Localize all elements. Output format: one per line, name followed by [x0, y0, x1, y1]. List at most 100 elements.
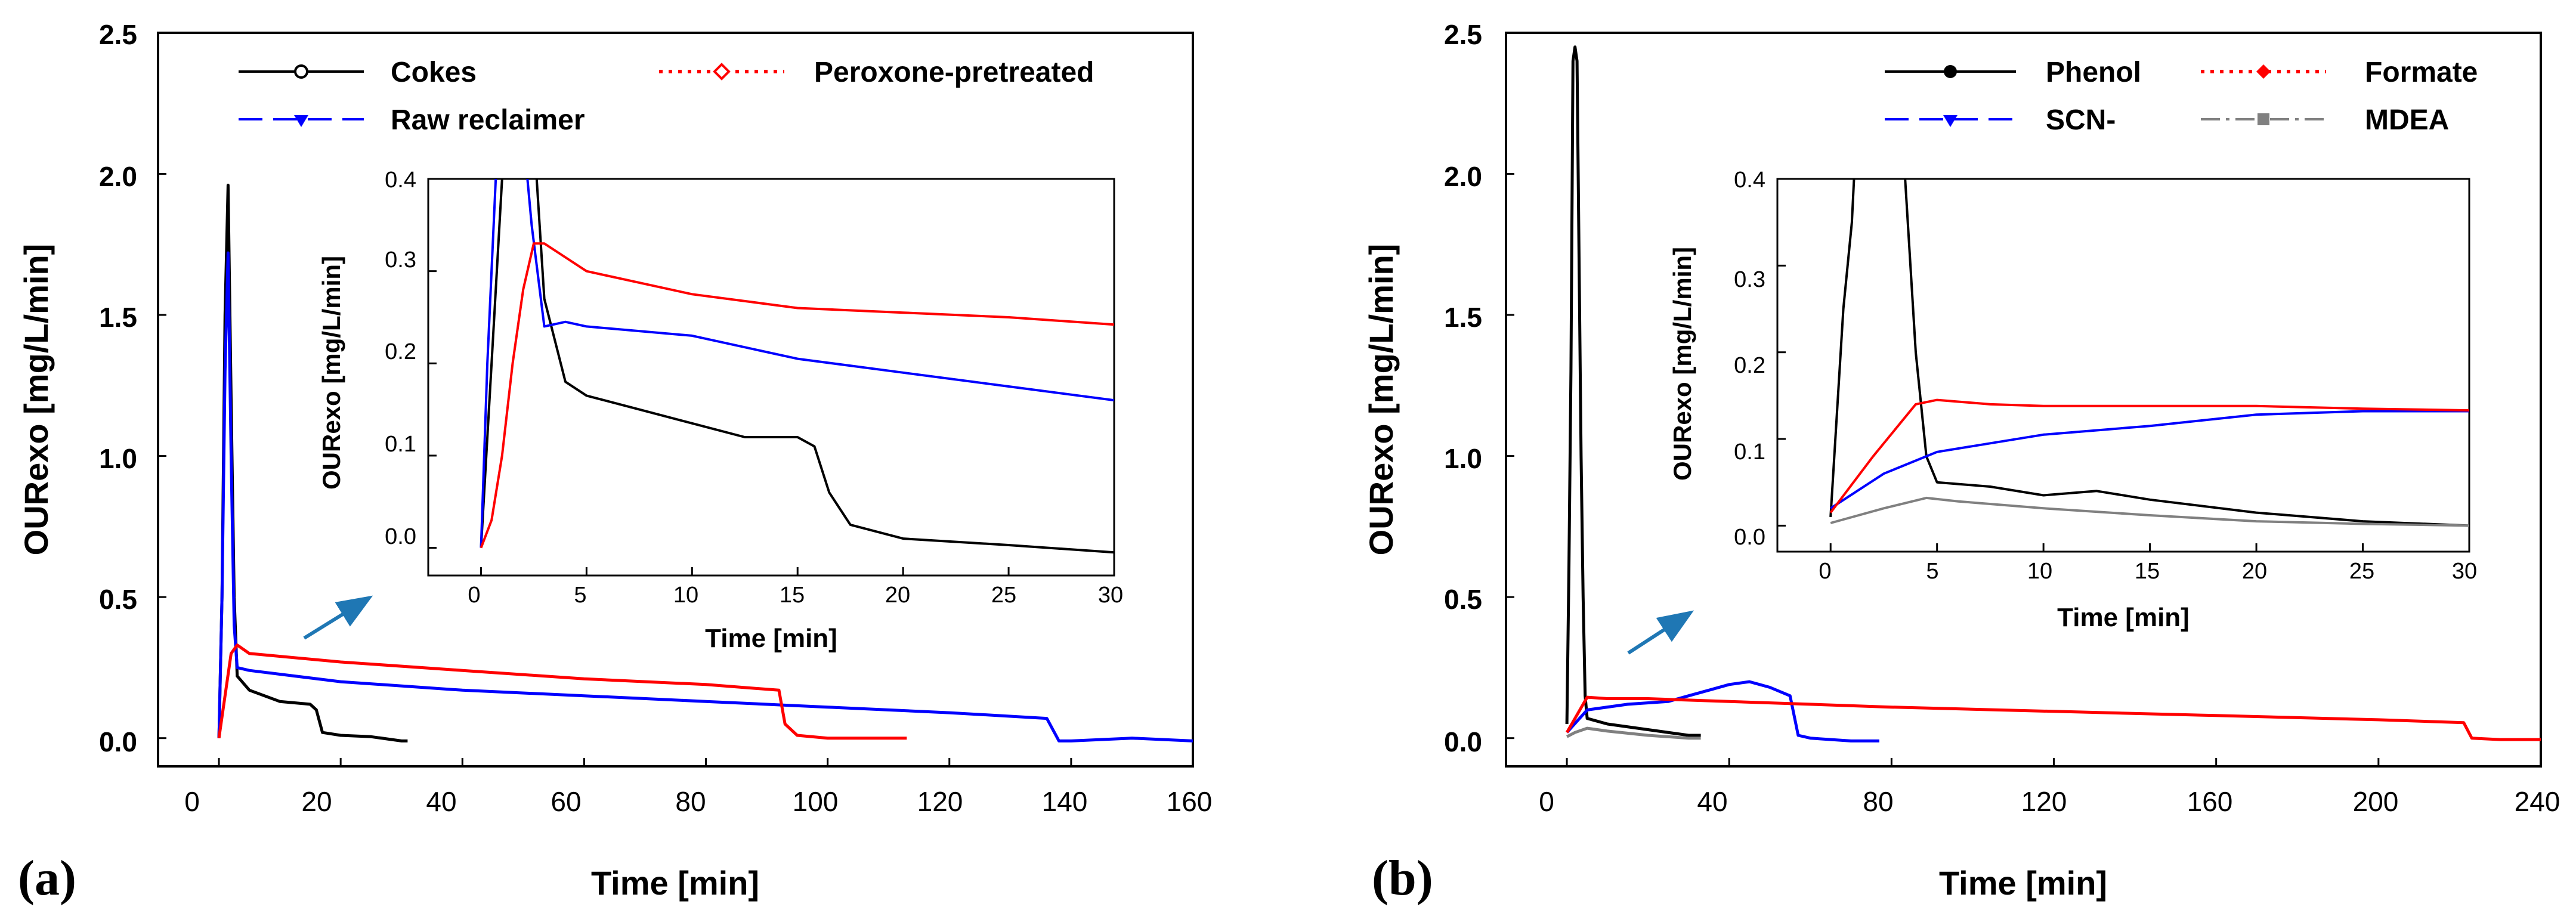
b-xtick-40: 40: [1697, 786, 1727, 817]
legend-b-formate-marker: [2256, 64, 2271, 79]
panel-a-plot-area: [158, 32, 1194, 766]
legend-b-mdea-marker: [2258, 113, 2269, 125]
b-inset-frame: [1776, 178, 2470, 553]
b_inset-series-mdea: [1830, 496, 2469, 527]
b-inset-ytick-0.4: 0.4: [1734, 168, 1765, 193]
legend-b-scn-label: SCN-: [2046, 104, 2116, 136]
panel-a-label: (a): [18, 850, 76, 906]
panel-a-axes-frame: [157, 32, 1194, 768]
b_main-series-mdea: [1566, 726, 1701, 740]
legend-a-cokes: Cokes: [239, 57, 477, 88]
a-inset-plot-area: [428, 178, 1115, 576]
b-inset-ytick-0.1: 0.1: [1734, 440, 1765, 465]
b-xtick-0: 0: [1539, 786, 1554, 817]
b-xtick-160: 160: [2187, 786, 2233, 817]
panel-b-main-chart: 0 40 80 120 160 200 240 0.0 0.5 1.0 1.5 …: [1362, 19, 2560, 906]
a-inset-ytick-0.2: 0.2: [385, 339, 416, 364]
b-inset-plot-area: [1777, 178, 2470, 552]
legend-a-raw-label: Raw reclaimer: [391, 104, 585, 136]
panel-b-y-ticks: 0.0 0.5 1.0 1.5 2.0 2.5: [1444, 19, 1482, 757]
legend-a-raw-marker: [294, 115, 308, 127]
b-inset-x-ticks: 0 5 10 15 20 25 30: [1819, 559, 2477, 584]
a_inset-series-peroxone-pretreated: [480, 242, 1114, 549]
panel-a-x-ticks: 0 20 40 60 80 100 120 140 160: [184, 786, 1212, 817]
legend-a-peroxone-marker: [713, 63, 731, 81]
a-ytick-0.0: 0.0: [99, 726, 137, 757]
legend-b-formate-label: Formate: [2365, 57, 2478, 88]
a-xtick-160: 160: [1167, 786, 1213, 817]
a-inset-xtick-20: 20: [885, 583, 910, 608]
legend-b-scn: SCN-: [1885, 104, 2116, 136]
b-inset-xtick-5: 5: [1926, 559, 1938, 584]
a-inset-xtick-10: 10: [673, 583, 698, 608]
a-ytick-2.0: 2.0: [99, 161, 137, 192]
b-inset-xtick-0: 0: [1819, 559, 1831, 584]
b-xtick-200: 200: [2353, 786, 2399, 817]
panel-b-label: (b): [1372, 850, 1433, 906]
b-inset-ytick-0.2: 0.2: [1734, 353, 1765, 378]
panel-a-main-chart: 0 20 40 60 80 100 120 140 160 0.0 0.5 1.…: [17, 19, 1212, 906]
b_inset-series-scn-: [1830, 410, 2469, 509]
a-inset-y-ticks: 0.0 0.1 0.2 0.3 0.4: [385, 168, 416, 549]
b-inset-xtick-10: 10: [2027, 559, 2052, 584]
a-xtick-40: 40: [426, 786, 456, 817]
b-ytick-2.5: 2.5: [1444, 19, 1482, 50]
b_main-series-scn-: [1566, 680, 1879, 742]
panel-b-x-ticks: 0 40 80 120 160 200 240: [1539, 786, 2560, 817]
legend-b-mdea-label: MDEA: [2365, 104, 2449, 136]
a_main-series-raw-reclaimer: [217, 251, 1193, 742]
b-ytick-0.5: 0.5: [1444, 584, 1482, 615]
legend-a-cokes-label: Cokes: [391, 57, 477, 88]
a_inset-series-cokes: [480, 179, 1114, 554]
legend-a-raw-reclaimer: Raw reclaimer: [239, 104, 585, 136]
b-x-axis-label: Time [min]: [1939, 864, 2107, 902]
a-inset-frame: [427, 178, 1115, 577]
b_main-series-formate: [1565, 695, 2541, 741]
panel-a-legend: Cokes Raw reclaimer Peroxone-pretreated: [239, 57, 1094, 136]
a-xtick-0: 0: [184, 786, 200, 817]
legend-b-phenol: Phenol: [1885, 57, 2141, 88]
a-xtick-140: 140: [1042, 786, 1088, 817]
panel-a-y-ticks: 0.0 0.5 1.0 1.5 2.0 2.5: [99, 19, 137, 757]
a_main-series-peroxone-pretreated: [217, 643, 907, 740]
a-inset-x-axis-label: Time [min]: [705, 624, 837, 653]
panel-a-inset-chart: 0 5 10 15 20 25 30 0.0 0.1 0.2 0.3 0.4 T…: [317, 168, 1123, 653]
panel-b-axes-frame: [1505, 32, 2542, 768]
b-inset-xtick-30: 30: [2452, 559, 2477, 584]
legend-a-peroxone-label: Peroxone-pretreated: [814, 57, 1094, 88]
legend-a-peroxone: Peroxone-pretreated: [659, 57, 1094, 88]
legend-b-mdea: MDEA: [2201, 104, 2449, 136]
a-inset-xtick-30: 30: [1098, 583, 1123, 608]
b-inset-y-axis-label: OURexo [mg/L/min]: [1668, 247, 1696, 481]
b-inset-y-ticks: 0.0 0.1 0.2 0.3 0.4: [1734, 168, 1765, 550]
panel-b-plot-area: [1506, 32, 2542, 766]
a-inset-xtick-0: 0: [468, 583, 480, 608]
panel-b-inset-chart: 0 5 10 15 20 25 30 0.0 0.1 0.2 0.3 0.4 T…: [1668, 168, 2477, 632]
a-inset-ytick-0.1: 0.1: [385, 432, 416, 457]
a-inset-xtick-25: 25: [991, 583, 1016, 608]
b-inset-x-axis-label: Time [min]: [2057, 603, 2190, 632]
a-ytick-1.0: 1.0: [99, 443, 137, 474]
a-y-axis-label: OURexo [mg/L/min]: [17, 244, 55, 556]
a-inset-y-axis-label: OURexo [mg/L/min]: [317, 256, 345, 490]
b-xtick-80: 80: [1863, 786, 1893, 817]
a-xtick-100: 100: [793, 786, 839, 817]
a-xtick-20: 20: [301, 786, 332, 817]
a-inset-xtick-15: 15: [780, 583, 805, 608]
a-inset-xtick-5: 5: [574, 583, 586, 608]
b-ytick-0.0: 0.0: [1444, 726, 1482, 757]
a-ytick-1.5: 1.5: [99, 302, 137, 333]
b-ytick-1.0: 1.0: [1444, 443, 1482, 474]
panel-b-legend: Phenol SCN- Formate MDEA: [1885, 57, 2478, 136]
a-xtick-120: 120: [917, 786, 963, 817]
b-inset-ytick-0.3: 0.3: [1734, 267, 1765, 292]
b-inset-xtick-15: 15: [2135, 559, 2160, 584]
b_main-series-phenol: [1565, 45, 1701, 737]
legend-b-scn-marker: [1943, 115, 1957, 127]
a-ytick-2.5: 2.5: [99, 19, 137, 50]
a-xtick-60: 60: [551, 786, 581, 817]
b-inset-xtick-25: 25: [2349, 559, 2374, 584]
b-ytick-2.0: 2.0: [1444, 161, 1482, 192]
legend-b-phenol-label: Phenol: [2046, 57, 2141, 88]
